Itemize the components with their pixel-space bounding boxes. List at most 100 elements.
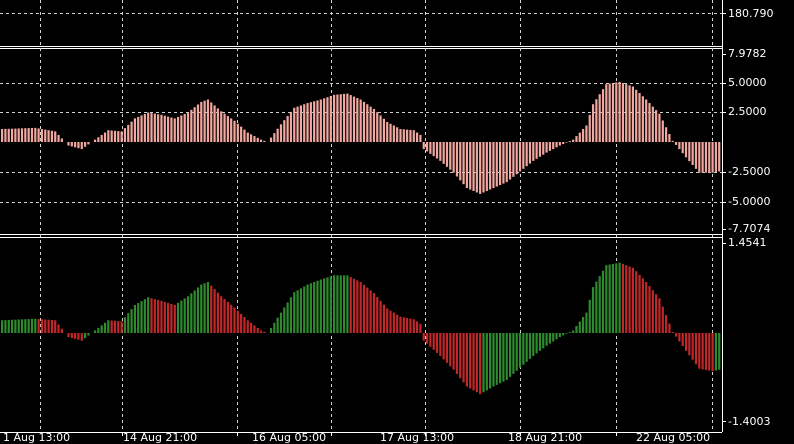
histogram-bar [57,324,59,333]
osma-bar [569,141,571,142]
osma-bar [635,90,637,142]
osma-bar [449,142,451,170]
histogram-bar [592,287,594,333]
histogram-bar [134,305,136,333]
osma-bar [469,142,471,190]
histogram-bar [562,333,564,335]
osma-bar [247,133,249,142]
histogram-bar [446,333,448,363]
histogram-bar [665,315,667,333]
osma-bar [157,114,159,142]
histogram-bar [287,302,289,333]
histogram-bar [213,289,215,333]
histogram-bar [97,328,99,333]
histogram-bar [711,333,713,371]
osma-bar [330,96,332,142]
histogram-bar [708,333,710,371]
osma-bar [47,130,49,142]
histogram-bar [230,305,232,333]
histogram-bar [273,323,275,333]
histogram-bar [187,296,189,333]
osma-bar [300,105,302,142]
osma-bar [61,138,63,142]
osma-bar [257,138,259,142]
osma-bar [399,129,401,142]
osma-bar [662,120,664,142]
histogram-bar [453,333,455,370]
histogram-bar [386,309,388,333]
histogram-bar [167,303,169,333]
histogram-bar [366,288,368,333]
histogram-bar [194,290,196,333]
osma-bar [373,109,375,142]
histogram-bar [87,333,89,336]
osma-bar [1,129,3,142]
osma-bar [529,142,531,164]
osma-bar [34,128,36,142]
histogram-bar [11,320,13,333]
histogram-bar [406,318,408,333]
osma-bar [688,142,690,161]
histogram-bar [21,319,23,333]
histogram-bar [207,282,209,333]
histogram-bar [628,266,630,333]
osma-bar [705,142,707,173]
histogram-bar [685,333,687,351]
histogram-bar [449,333,451,366]
histogram-bar [519,333,521,368]
histogram-bar [121,321,123,333]
osma-bar [363,102,365,142]
histogram-bar [240,314,242,333]
histogram-bar [403,317,405,333]
osma-bar [595,99,597,142]
histogram-bar [4,320,6,333]
osma-bar [406,130,408,142]
histogram-bar [253,325,255,333]
osma-bar [645,100,647,142]
osma-bar [542,142,544,155]
histogram-bar [67,333,69,337]
histogram-bar [632,268,634,333]
osma-bar [154,114,156,142]
osma-bar [77,142,79,148]
time-tick-label: 16 Aug 05:00 [252,432,326,444]
histogram-bar [718,333,720,370]
osma-bar [678,142,680,149]
osma-bar [28,128,30,142]
histogram-bar [190,293,192,333]
osma-bar [433,142,435,156]
osma-bar [320,100,322,142]
histogram-bar [233,308,235,334]
histogram-bar [605,265,607,333]
osma-bar [197,105,199,142]
osma-bar [602,89,604,142]
histogram-bar [107,320,109,333]
histogram-bar [277,318,279,333]
histogram-bar [81,333,83,341]
osma-bar [502,142,504,184]
osma-tick-label: -7.7074 [728,223,770,235]
osma-tick-label: -5.0000 [728,196,770,208]
osma-bar [628,85,630,142]
osma-bar [632,87,634,142]
osma-bar [316,100,318,142]
osma-bar [565,142,567,143]
osma-bar [555,142,557,147]
osma-bar [443,142,445,164]
histogram-bar [595,282,597,333]
histogram-bar [672,332,674,333]
histogram-bar [217,293,219,333]
histogram-bar [692,333,694,360]
histogram-bar [1,320,3,333]
histogram-bar [539,333,541,351]
histogram-bar [356,280,358,333]
histogram-bar [678,333,680,341]
osma-bar [692,142,694,165]
osma-bar [652,107,654,142]
osma-bar [180,115,182,142]
osma-bar [200,102,202,142]
osma-bar [124,128,126,142]
osma-bar [8,129,10,142]
histogram-bar [174,305,176,333]
osma-bar [353,97,355,142]
